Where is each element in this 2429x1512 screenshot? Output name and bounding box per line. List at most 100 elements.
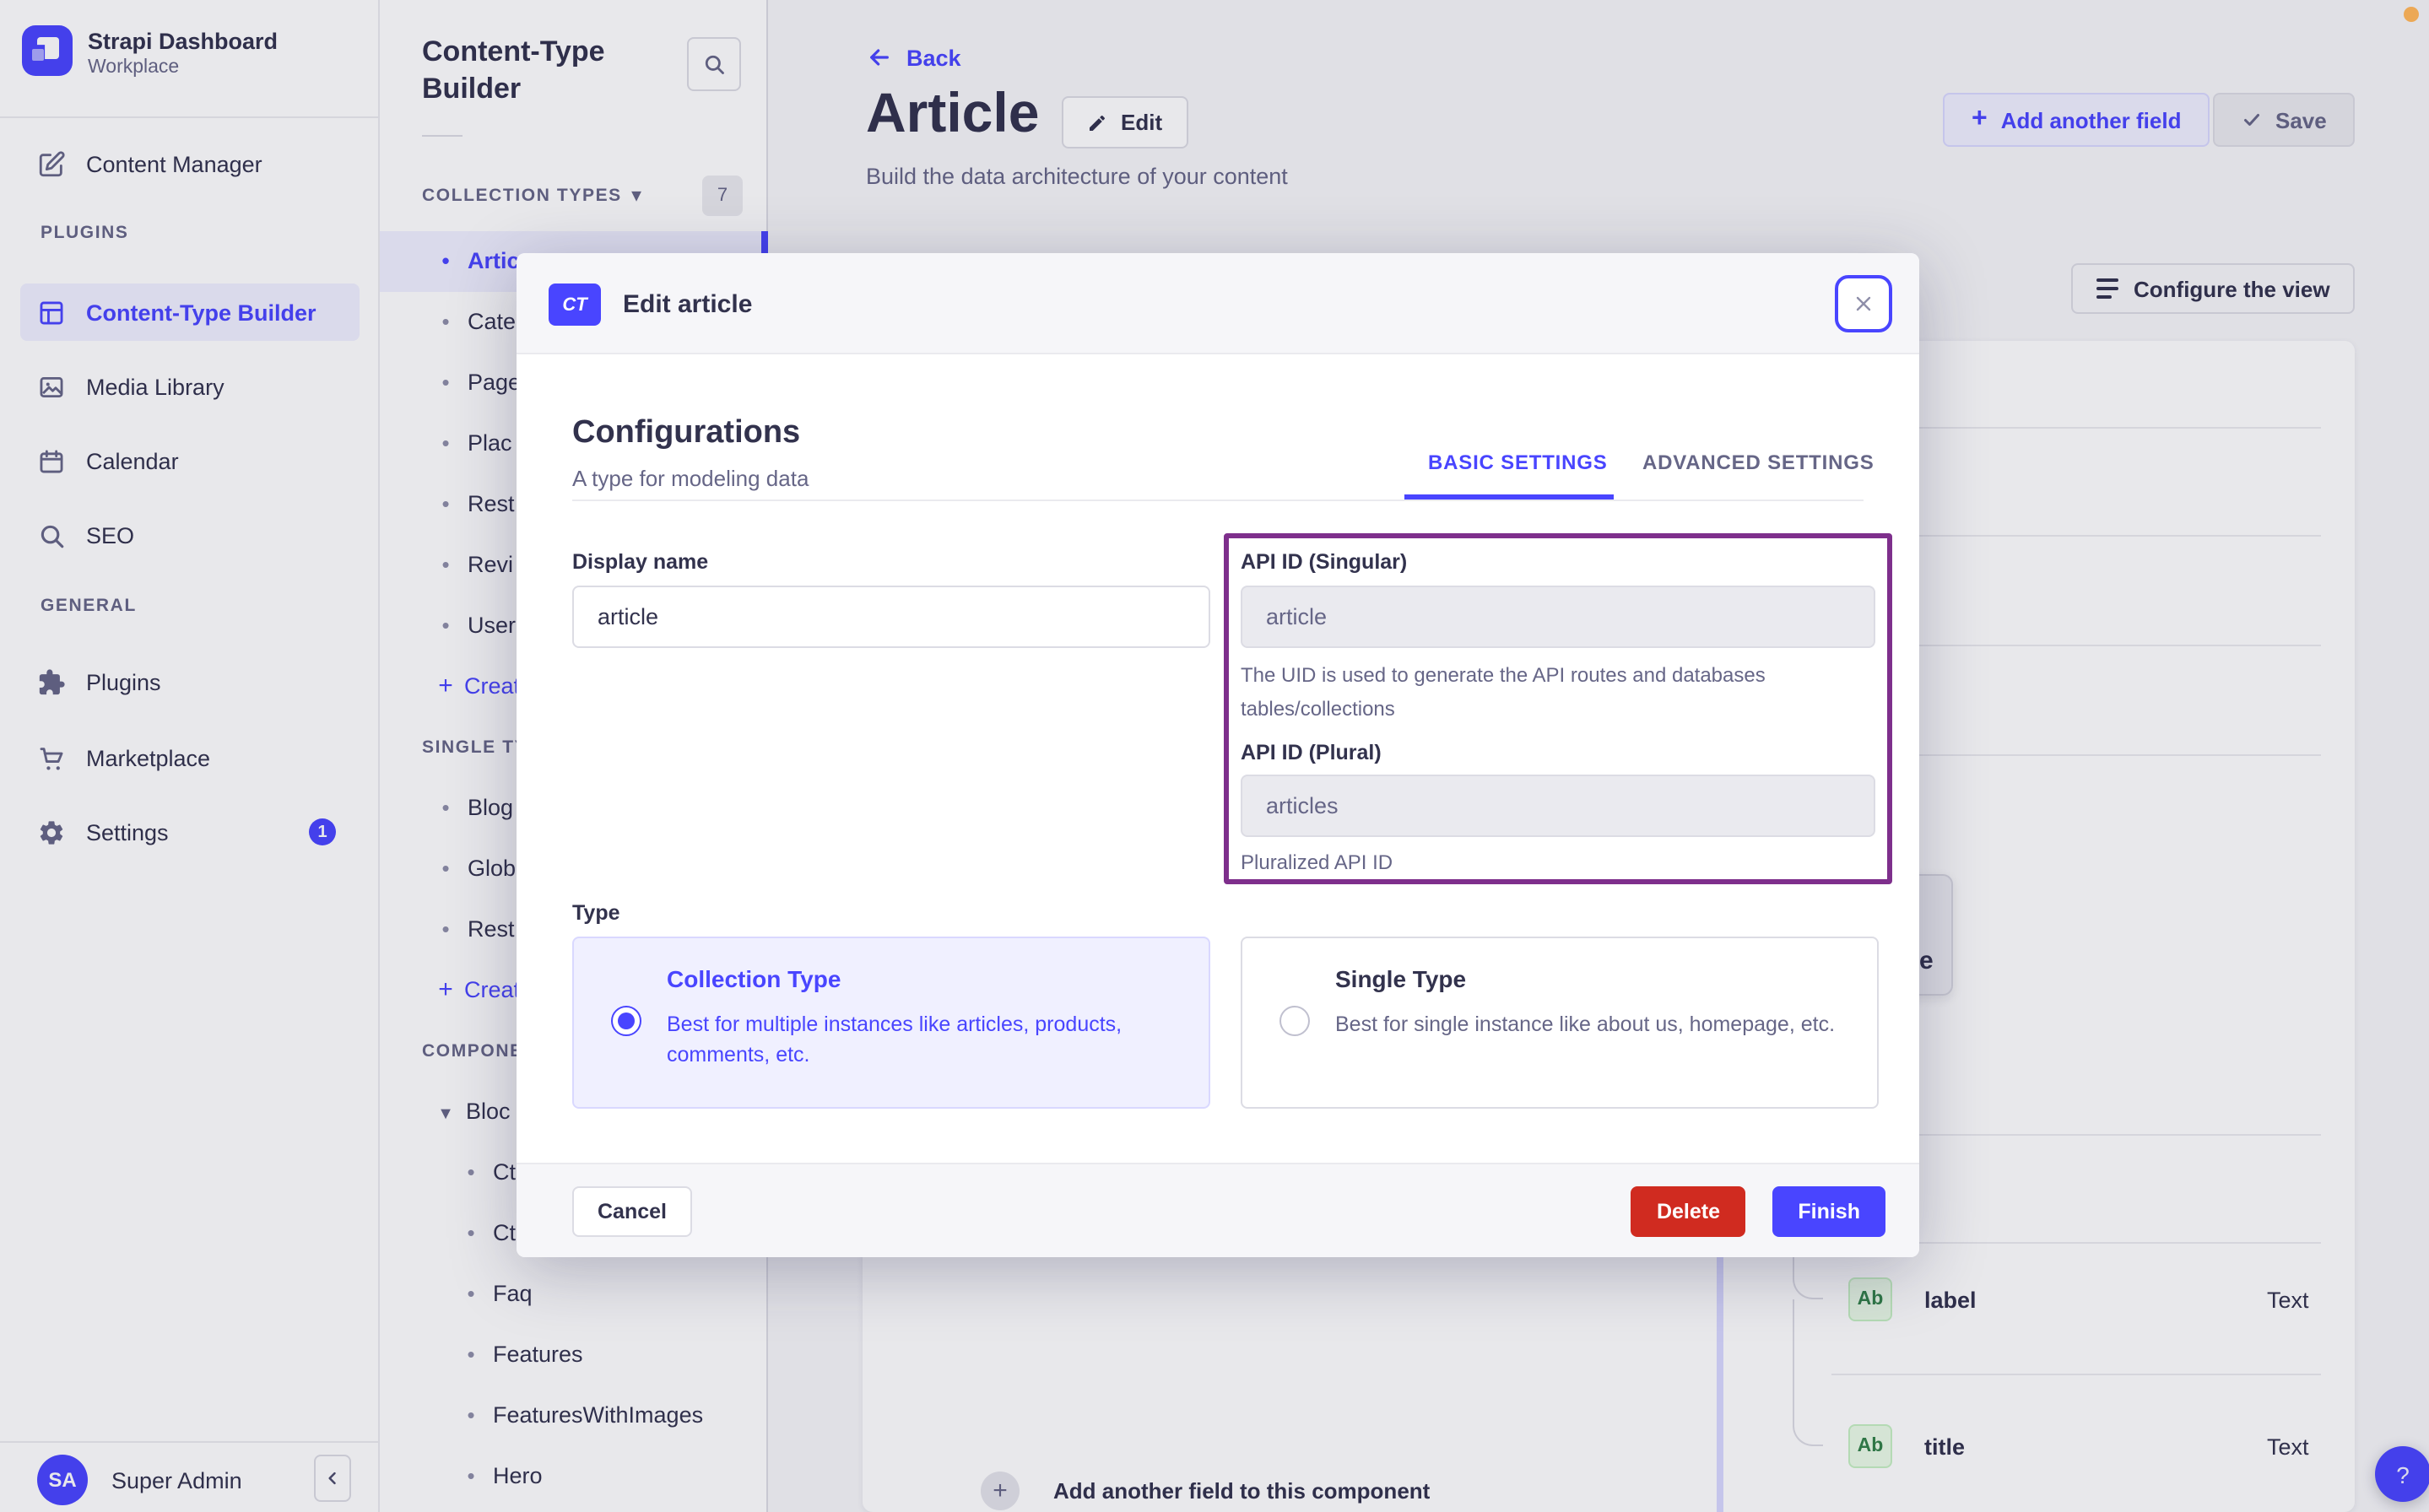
- cancel-button[interactable]: Cancel: [572, 1186, 692, 1237]
- bullet-icon: •: [467, 1402, 475, 1428]
- save-button[interactable]: Save: [2213, 93, 2356, 147]
- field-type: Text: [2267, 1434, 2309, 1460]
- close-button[interactable]: [1835, 275, 1892, 332]
- filter-lines-icon: [2096, 278, 2118, 300]
- collection-type-option[interactable]: Collection Type Best for multiple instan…: [572, 937, 1210, 1109]
- bullet-icon: •: [441, 248, 450, 273]
- divider: [0, 116, 380, 118]
- configure-the-view-button[interactable]: Configure the view: [2071, 263, 2356, 314]
- plus-circle-icon: +: [981, 1472, 1020, 1510]
- nav-item-seo[interactable]: SEO: [20, 506, 360, 564]
- subnav-component-category[interactable]: ▼ Bloc: [380, 1082, 768, 1142]
- nav-item-label: Content-Type Builder: [86, 300, 316, 325]
- nav-item-content-type-builder[interactable]: Content-Type Builder: [20, 284, 360, 341]
- nav-item-content-manager[interactable]: Content Manager: [20, 135, 360, 192]
- chevron-down-icon: ▼: [437, 1105, 454, 1124]
- magnifier-icon: [41, 524, 64, 548]
- subnav-item[interactable]: • Ct: [380, 1142, 768, 1203]
- back-link[interactable]: Back: [866, 44, 961, 71]
- text-field-type-badge: Ab: [1848, 1424, 1892, 1468]
- close-icon: [1856, 296, 1871, 311]
- radio-selected-icon[interactable]: [611, 1006, 641, 1036]
- divider: [0, 1441, 380, 1443]
- subnav-item[interactable]: • Hero: [380, 1446, 768, 1507]
- chevron-down-icon: ▾: [631, 186, 642, 206]
- single-types-header: SINGLE TY: [422, 737, 528, 758]
- api-id-plural-label: API ID (Plural): [1241, 741, 1382, 764]
- bullet-icon: •: [441, 856, 450, 881]
- collection-types-header[interactable]: COLLECTION TYPES ▾: [422, 186, 642, 206]
- divider: [572, 500, 1864, 501]
- subnav-title: Content-Type Builder: [422, 35, 605, 105]
- plus-icon: +: [438, 672, 453, 700]
- settings-notification-badge: 1: [309, 818, 336, 845]
- subnav-item[interactable]: • Page: [380, 353, 768, 413]
- option-description: Best for single instance like about us, …: [1335, 1012, 1836, 1036]
- api-id-plural-help: Pluralized API ID: [1241, 850, 1393, 874]
- cart-icon: [40, 747, 63, 770]
- subnav-item[interactable]: • Rest: [380, 899, 768, 960]
- subnav-item[interactable]: • Features: [380, 1325, 768, 1385]
- bullet-icon: •: [441, 916, 450, 942]
- modal-heading: Configurations: [572, 415, 801, 451]
- nav-item-label: SEO: [86, 522, 135, 548]
- collapse-sidebar-button[interactable]: [314, 1455, 351, 1502]
- subnav-item[interactable]: • Plac: [380, 413, 768, 474]
- subnav-item[interactable]: • Ct: [380, 1203, 768, 1264]
- edit-article-modal: CT Edit article Configurations A type fo…: [517, 253, 1919, 1257]
- add-field-to-component-row[interactable]: + Add another field to this component: [981, 1472, 1430, 1510]
- subnav-item[interactable]: • Faq: [380, 1264, 768, 1325]
- bullet-icon: •: [441, 552, 450, 577]
- search-button[interactable]: [687, 37, 741, 91]
- subnav-item[interactable]: • Rest: [380, 474, 768, 535]
- nav-section-plugins: PLUGINS: [41, 223, 129, 243]
- api-id-singular-help: The UID is used to generate the API rout…: [1241, 663, 1766, 721]
- subnav-item[interactable]: • Blog: [380, 778, 768, 839]
- magnifier-icon: [705, 55, 724, 74]
- avatar[interactable]: SA: [37, 1455, 88, 1505]
- help-button[interactable]: ?: [2375, 1446, 2429, 1502]
- page-subtitle: Build the data architecture of your cont…: [866, 164, 1288, 189]
- bullet-icon: •: [467, 1342, 475, 1367]
- tree-connector: [1793, 1299, 1823, 1446]
- delete-button[interactable]: Delete: [1631, 1186, 1745, 1237]
- subnav-item[interactable]: • Glob: [380, 839, 768, 899]
- create-collection-type-link[interactable]: + Creat: [380, 656, 768, 717]
- calendar-icon: [40, 449, 63, 472]
- nav-item-calendar[interactable]: Calendar: [20, 432, 360, 489]
- nav-item-label: Settings: [86, 819, 169, 845]
- nav-section-general: GENERAL: [41, 596, 137, 616]
- create-single-type-link[interactable]: + Creat: [380, 960, 768, 1021]
- divider: [422, 135, 463, 137]
- picture-icon: [40, 375, 63, 397]
- subnav-item[interactable]: • FeaturesWithImages: [380, 1385, 768, 1446]
- nav-item-settings[interactable]: Settings 1: [20, 803, 360, 861]
- workspace-title: Strapi Dashboard: [88, 29, 279, 54]
- finish-button[interactable]: Finish: [1772, 1186, 1885, 1237]
- subnav-item[interactable]: • Cate: [380, 292, 768, 353]
- user-name: Super Admin: [111, 1468, 242, 1493]
- radio-unselected-icon[interactable]: [1279, 1006, 1310, 1036]
- tab-advanced-settings[interactable]: ADVANCED SETTINGS: [1642, 451, 1874, 474]
- nav-item-marketplace[interactable]: Marketplace: [20, 729, 360, 786]
- add-another-field-button[interactable]: + Add another field: [1943, 93, 2210, 147]
- display-name-input[interactable]: [572, 586, 1210, 648]
- nav-item-media-library[interactable]: Media Library: [20, 358, 360, 415]
- pencil-icon: [1090, 115, 1105, 130]
- bullet-icon: •: [467, 1220, 475, 1245]
- field-type: Text: [2267, 1288, 2309, 1313]
- bullet-icon: •: [441, 491, 450, 516]
- subnav-item[interactable]: • User: [380, 596, 768, 656]
- workspace-subtitle: Workplace: [88, 57, 180, 78]
- nav-item-plugins[interactable]: Plugins: [20, 653, 360, 710]
- bullet-icon: •: [467, 1463, 475, 1488]
- subnav-item[interactable]: • Revi: [380, 535, 768, 596]
- modal-subheading: A type for modeling data: [572, 466, 809, 491]
- tab-basic-settings[interactable]: BASIC SETTINGS: [1428, 451, 1608, 474]
- bullet-icon: •: [441, 795, 450, 820]
- edit-button[interactable]: Edit: [1062, 96, 1188, 148]
- bullet-icon: •: [467, 1281, 475, 1306]
- check-icon: [2244, 114, 2259, 126]
- collection-types-count-badge: 7: [702, 176, 743, 216]
- single-type-option[interactable]: Single Type Best for single instance lik…: [1241, 937, 1879, 1109]
